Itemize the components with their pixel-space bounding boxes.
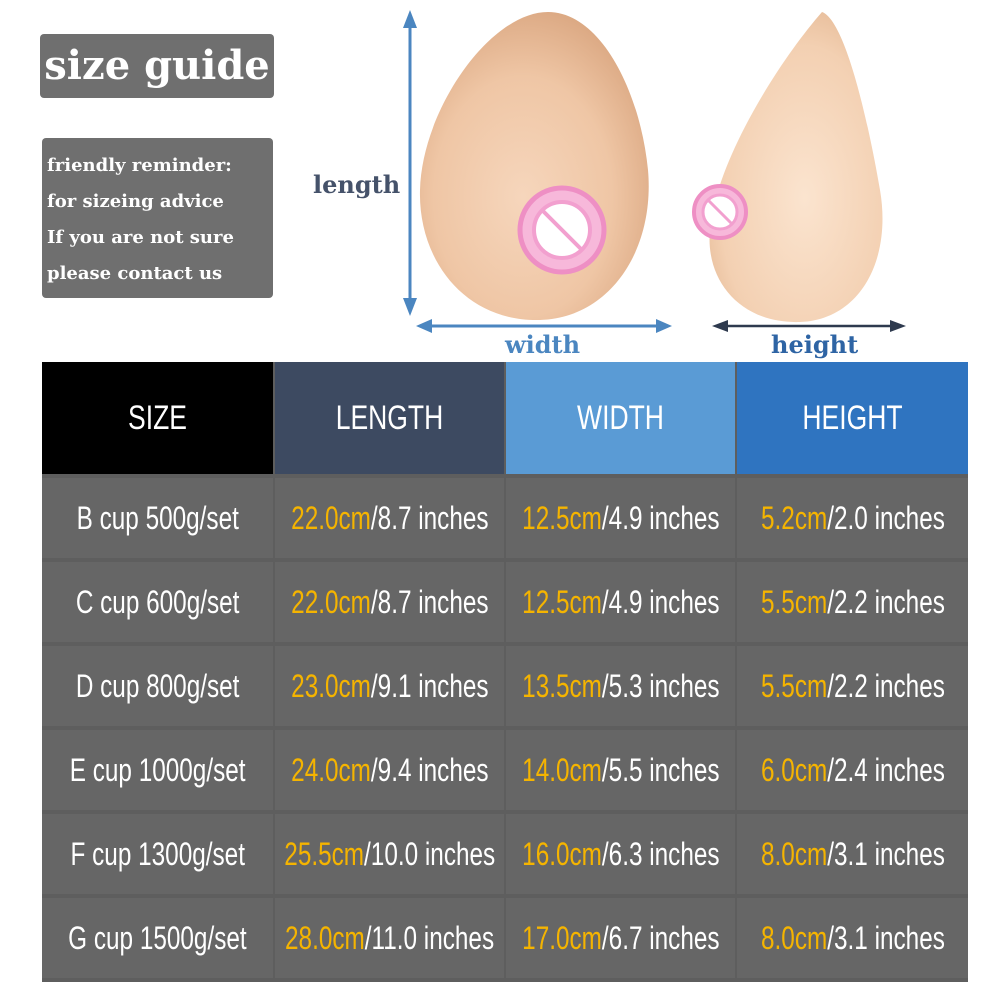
height-label: height bbox=[771, 330, 859, 359]
length-label: length bbox=[313, 170, 401, 199]
width-cm: 14.0cm bbox=[521, 751, 602, 788]
header-height-cell: HEIGHT bbox=[737, 362, 968, 474]
length-arrow bbox=[403, 10, 417, 316]
length-inches: /8.7 inches bbox=[370, 583, 489, 620]
size-value: F cup 1300g/set bbox=[70, 835, 245, 872]
width-inches: /4.9 inches bbox=[601, 499, 720, 536]
table-row-size: C cup 600g/set bbox=[42, 562, 273, 642]
reminder-line: friendly reminder: bbox=[47, 155, 232, 176]
table-row-width: 12.5cm/4.9 inches bbox=[506, 562, 735, 642]
size-table: SIZE LENGTH WIDTH HEIGHT B cup 500g/set … bbox=[42, 362, 968, 982]
table-row-height: 5.2cm/2.0 inches bbox=[737, 478, 968, 558]
size-value: G cup 1500g/set bbox=[68, 919, 247, 956]
width-inches: /5.5 inches bbox=[601, 751, 720, 788]
header-length-cell: LENGTH bbox=[275, 362, 504, 474]
width-inches: /6.7 inches bbox=[601, 919, 720, 956]
length-inches: /9.4 inches bbox=[370, 751, 489, 788]
reminder-line: If you are not sure bbox=[47, 227, 234, 248]
table-row-width: 16.0cm/6.3 inches bbox=[506, 814, 735, 894]
table-row-height: 8.0cm/3.1 inches bbox=[737, 814, 968, 894]
length-cm: 22.0cm bbox=[290, 499, 371, 536]
size-guide-title: size guide bbox=[40, 34, 274, 98]
front-view-form bbox=[419, 12, 649, 321]
length-cm: 22.0cm bbox=[290, 583, 371, 620]
width-cm: 13.5cm bbox=[521, 667, 602, 704]
length-cm: 24.0cm bbox=[290, 751, 371, 788]
height-cm: 5.5cm bbox=[760, 667, 827, 704]
table-row-height: 5.5cm/2.2 inches bbox=[737, 562, 968, 642]
size-value: B cup 500g/set bbox=[76, 499, 239, 536]
front-censor-icon bbox=[517, 185, 607, 275]
width-cm: 17.0cm bbox=[521, 919, 602, 956]
table-row-size: B cup 500g/set bbox=[42, 478, 273, 558]
header-length: LENGTH bbox=[335, 398, 444, 437]
width-inches: /5.3 inches bbox=[601, 667, 720, 704]
size-value: C cup 600g/set bbox=[75, 583, 240, 620]
height-arrow bbox=[712, 320, 906, 332]
height-inches: /2.2 inches bbox=[826, 583, 945, 620]
table-row-length: 22.0cm/8.7 inches bbox=[275, 478, 504, 558]
length-inches: /10.0 inches bbox=[363, 835, 495, 872]
table-row-size: G cup 1500g/set bbox=[42, 898, 273, 978]
table-row-size: E cup 1000g/set bbox=[42, 730, 273, 810]
table-row-height: 6.0cm/2.4 inches bbox=[737, 730, 968, 810]
height-cm: 8.0cm bbox=[760, 835, 827, 872]
length-inches: /8.7 inches bbox=[370, 499, 489, 536]
length-cm: 25.5cm bbox=[284, 835, 364, 872]
length-inches: /9.1 inches bbox=[370, 667, 489, 704]
header-height: HEIGHT bbox=[802, 398, 903, 437]
reminder-line: for sizeing advice bbox=[47, 191, 224, 212]
side-censor-icon bbox=[692, 184, 748, 240]
height-cm: 5.5cm bbox=[760, 583, 827, 620]
width-label: width bbox=[505, 330, 581, 359]
width-cm: 16.0cm bbox=[521, 835, 602, 872]
header-size: SIZE bbox=[128, 398, 187, 437]
width-inches: /6.3 inches bbox=[601, 835, 720, 872]
height-inches: /2.4 inches bbox=[826, 751, 945, 788]
height-cm: 8.0cm bbox=[760, 919, 827, 956]
table-row-length: 23.0cm/9.1 inches bbox=[275, 646, 504, 726]
width-arrow bbox=[416, 319, 672, 333]
height-inches: /3.1 inches bbox=[826, 835, 945, 872]
table-row-height: 8.0cm/3.1 inches bbox=[737, 898, 968, 978]
header-size-cell: SIZE bbox=[42, 362, 273, 474]
length-cm: 28.0cm bbox=[284, 919, 365, 956]
table-row-width: 14.0cm/5.5 inches bbox=[506, 730, 735, 810]
width-inches: /4.9 inches bbox=[601, 583, 720, 620]
table-row-size: D cup 800g/set bbox=[42, 646, 273, 726]
side-view-form bbox=[709, 12, 883, 323]
table-row-height: 5.5cm/2.2 inches bbox=[737, 646, 968, 726]
table-row-size: F cup 1300g/set bbox=[42, 814, 273, 894]
length-cm: 23.0cm bbox=[290, 667, 371, 704]
table-row-length: 28.0cm/11.0 inches bbox=[275, 898, 504, 978]
table-row-width: 13.5cm/5.3 inches bbox=[506, 646, 735, 726]
height-cm: 5.2cm bbox=[760, 499, 827, 536]
table-row-width: 12.5cm/4.9 inches bbox=[506, 478, 735, 558]
length-inches: /11.0 inches bbox=[364, 919, 495, 956]
product-illustration bbox=[403, 10, 906, 333]
table-row-length: 22.0cm/8.7 inches bbox=[275, 562, 504, 642]
reminder-line: please contact us bbox=[47, 263, 223, 284]
table-row-width: 17.0cm/6.7 inches bbox=[506, 898, 735, 978]
width-cm: 12.5cm bbox=[521, 499, 602, 536]
height-cm: 6.0cm bbox=[760, 751, 827, 788]
height-inches: /2.0 inches bbox=[826, 499, 945, 536]
height-inches: /3.1 inches bbox=[826, 919, 945, 956]
size-value: E cup 1000g/set bbox=[69, 751, 246, 788]
table-row-length: 25.5cm/10.0 inches bbox=[275, 814, 504, 894]
table-row-length: 24.0cm/9.4 inches bbox=[275, 730, 504, 810]
height-inches: /2.2 inches bbox=[826, 667, 945, 704]
friendly-reminder-box: friendly reminder: for sizeing advice If… bbox=[42, 138, 273, 298]
header-width: WIDTH bbox=[577, 398, 664, 437]
size-value: D cup 800g/set bbox=[75, 667, 240, 704]
width-cm: 12.5cm bbox=[521, 583, 602, 620]
header-width-cell: WIDTH bbox=[506, 362, 735, 474]
